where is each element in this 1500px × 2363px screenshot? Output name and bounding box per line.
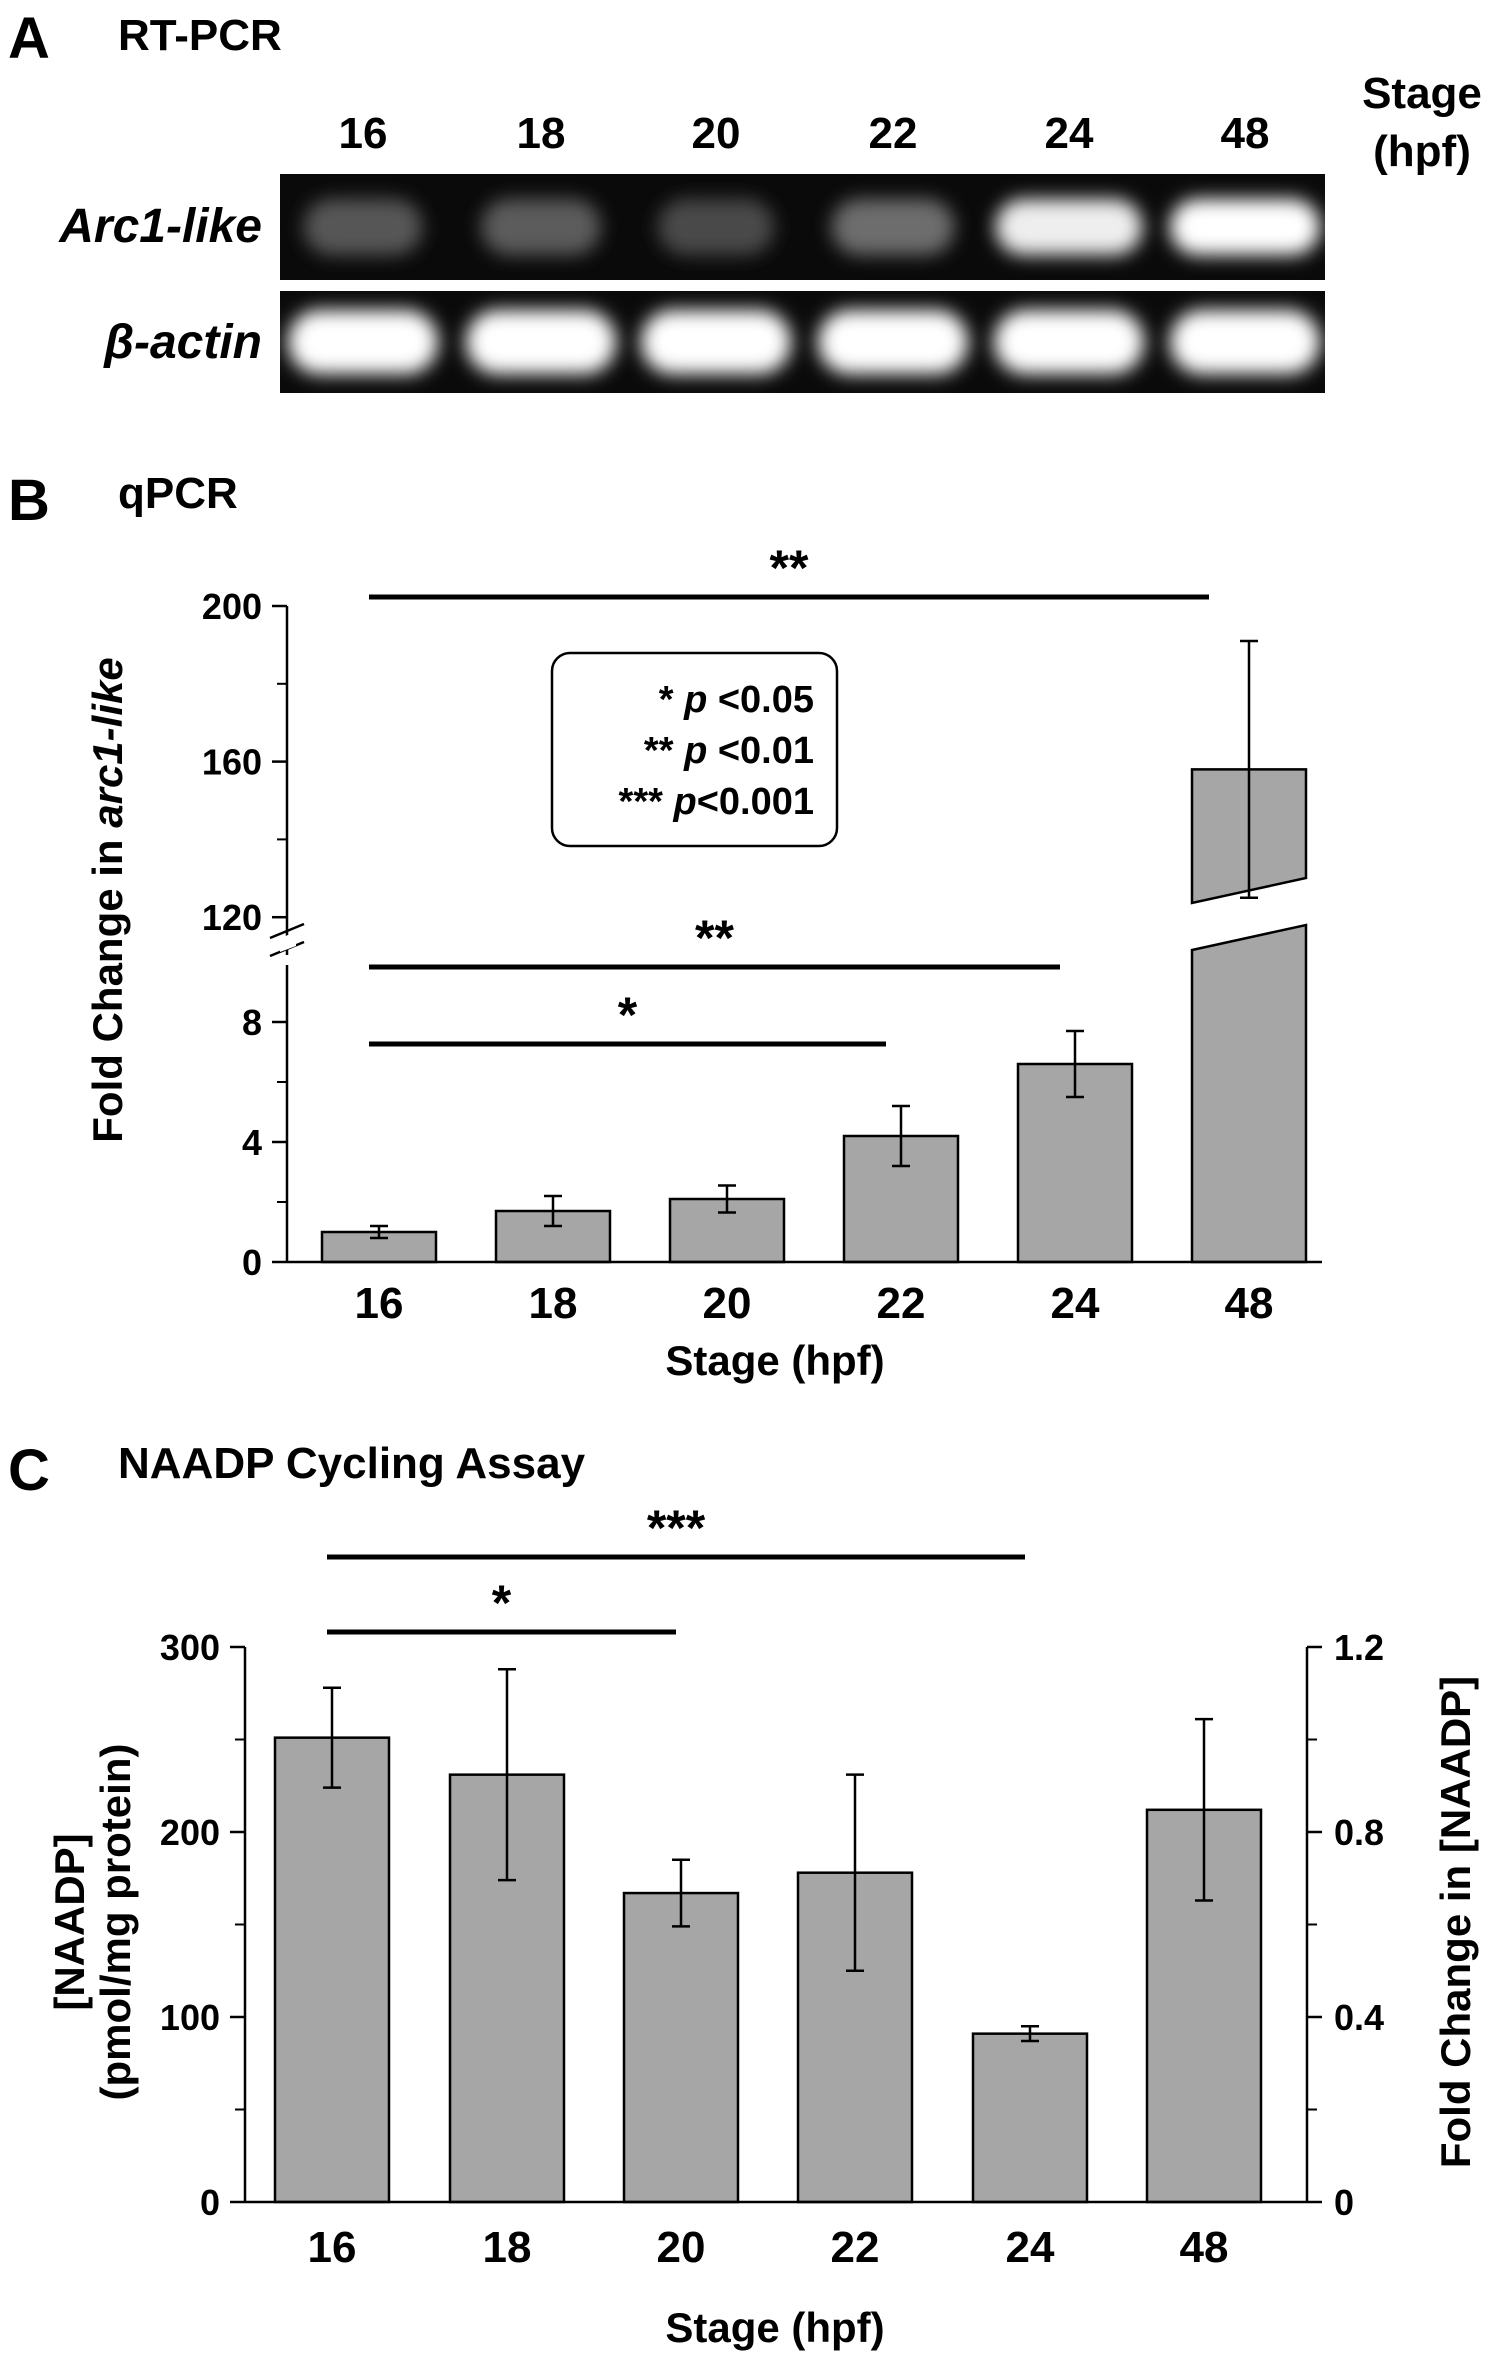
x-tick-label: 48 — [1180, 2223, 1229, 2272]
panel-c: C NAADP Cycling Assay [NAADP] (pmol/mg p… — [8, 1438, 1479, 2351]
x-tick-label: 22 — [831, 2223, 880, 2272]
x-tick-label: 20 — [703, 1279, 752, 1328]
panel-b-x-axis-title: Stage (hpf) — [665, 1337, 884, 1384]
x-tick-label: 24 — [1006, 2223, 1055, 2272]
gel-lane-label: 48 — [1221, 109, 1270, 158]
x-tick-label: 20 — [657, 2223, 706, 2272]
gel-band — [994, 310, 1144, 374]
significance-label: ** — [695, 910, 734, 966]
gel-lane-label: 24 — [1045, 109, 1094, 158]
panel-b-title: qPCR — [118, 469, 238, 518]
legend-entry: ** p <0.01 — [644, 730, 814, 772]
legend-entry: * p <0.05 — [659, 679, 814, 721]
bar — [971, 2032, 1089, 2204]
panel-b: B qPCR Fold Change in arc1-like 04812016… — [8, 468, 1322, 1384]
y-tick-label: 120 — [202, 897, 262, 938]
y-tick-label: 0 — [242, 1242, 262, 1283]
panel-a-title: RT-PCR — [118, 11, 282, 60]
significance-label: ** — [770, 540, 809, 596]
gel-band — [481, 199, 601, 255]
x-tick-label: 24 — [1051, 1279, 1100, 1328]
bar — [273, 1736, 391, 2204]
panel-c-title: NAADP Cycling Assay — [118, 1439, 586, 1488]
gel-lane-label: 18 — [517, 109, 566, 158]
panel-a: A RT-PCR 16 18 20 22 24 48 Stage (hpf) A… — [8, 6, 1482, 393]
y-tick-label: 8 — [242, 1002, 262, 1043]
gel-band — [288, 310, 438, 374]
panel-a-letter: A — [8, 6, 50, 71]
x-tick-label: 18 — [483, 2223, 532, 2272]
gel-lane-label: 16 — [339, 109, 388, 158]
panel-c-y2-axis-title: Fold Change in [NAADP] — [1432, 1676, 1479, 2168]
axis-break-marker — [269, 922, 305, 958]
stage-label-line1: Stage — [1362, 69, 1482, 118]
x-tick-label: 18 — [529, 1279, 578, 1328]
gel-band — [818, 310, 968, 374]
gel-band — [1170, 199, 1320, 255]
significance-label: * — [492, 1575, 512, 1631]
bar — [320, 1230, 438, 1264]
panel-c-y-axis-title: (pmol/mg protein) — [92, 1744, 139, 2101]
significance-label: *** — [647, 1500, 706, 1556]
gel-band — [995, 199, 1143, 255]
x-tick-label: 16 — [308, 2223, 357, 2272]
gel-lane-label: 20 — [692, 109, 741, 158]
stage-label-line2: (hpf) — [1373, 127, 1471, 176]
legend-entry: *** p<0.001 — [619, 781, 814, 823]
bar-lower-segment — [1190, 923, 1308, 1264]
p-value-legend: * p <0.05 ** p <0.01 *** p<0.001 — [550, 651, 839, 848]
panel-c-letter: C — [8, 1438, 50, 1503]
gel-lane-label: 22 — [869, 109, 918, 158]
gel-band — [466, 310, 616, 374]
gel-band — [831, 199, 955, 255]
panel-b-y-axis-title: Fold Change in arc1-like — [84, 657, 131, 1142]
panel-c-x-axis-title: Stage (hpf) — [665, 2304, 884, 2351]
y2-tick-label: 0.4 — [1334, 1997, 1384, 2038]
gel-band — [303, 199, 423, 255]
y-tick-label: 160 — [202, 742, 262, 783]
significance-label: * — [618, 987, 638, 1043]
gel-background — [280, 174, 1325, 280]
y-tick-label: 200 — [160, 1812, 220, 1853]
y2-tick-label: 0.8 — [1334, 1812, 1384, 1853]
y2-tick-label: 0 — [1334, 2182, 1354, 2223]
y-tick-label: 0 — [200, 2182, 220, 2223]
panel-b-letter: B — [8, 468, 50, 533]
y-tick-label: 200 — [202, 586, 262, 627]
x-tick-label: 22 — [877, 1279, 926, 1328]
gel-background — [280, 291, 1325, 393]
y-tick-label: 300 — [160, 1627, 220, 1668]
x-tick-label: 16 — [355, 1279, 404, 1328]
bar — [622, 1891, 740, 2204]
x-tick-label: 48 — [1225, 1279, 1274, 1328]
y-tick-label: 4 — [242, 1122, 262, 1163]
gel-row-label-beta-actin: β-actin — [102, 316, 262, 369]
gel-row-label-arc1-like: Arc1-like — [58, 200, 262, 253]
legend-box — [550, 651, 839, 848]
gel-band — [1170, 310, 1320, 374]
gel-band — [641, 310, 791, 374]
gel-row-arc1-like — [280, 174, 1325, 280]
gel-band — [657, 199, 775, 255]
panel-c-y-axis-title: [NAADP] — [46, 1833, 93, 2010]
gel-row-beta-actin — [280, 291, 1325, 393]
y-tick-label: 100 — [160, 1997, 220, 2038]
y2-tick-label: 1.2 — [1334, 1627, 1384, 1668]
